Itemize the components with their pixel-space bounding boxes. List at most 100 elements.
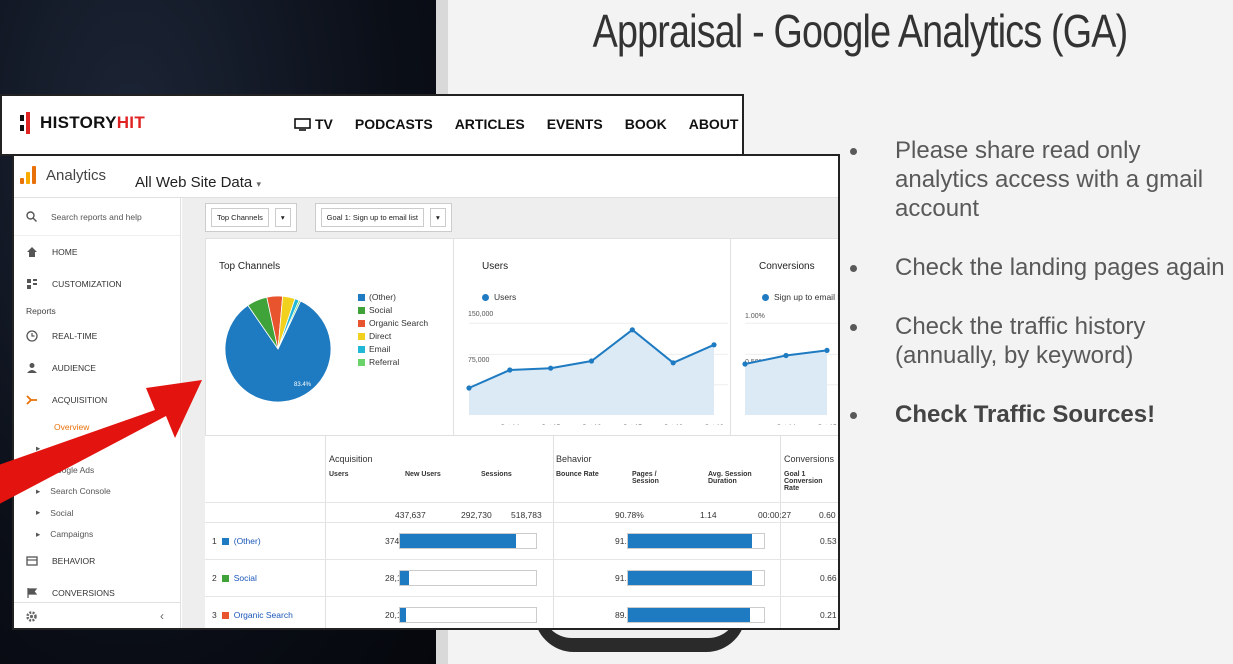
legend-item: Email xyxy=(358,343,428,356)
ga-topbar: Analytics All Web Site Data ▾ xyxy=(14,156,838,198)
filter-goal[interactable]: Goal 1: Sign up to email list ▾ xyxy=(314,203,452,232)
top-channels-legend: (Other) Social Organic Search Direct Email Re… xyxy=(358,291,428,369)
nav-about[interactable]: ABOUT xyxy=(688,116,739,132)
data-point xyxy=(711,342,717,348)
top-channels-pie: 83.4% xyxy=(224,295,332,403)
chevron-down-icon: ▾ xyxy=(256,179,261,189)
header-new-users[interactable]: New Users xyxy=(405,471,441,478)
pie-value-label: 83.4% xyxy=(294,382,312,388)
historyhit-logo[interactable]: HISTORYHIT xyxy=(20,112,145,134)
sidebar-item-customization[interactable]: CUSTOMIZATION xyxy=(14,268,180,300)
x-tick-label: Oct 14 xyxy=(776,424,796,425)
filter-top-channels[interactable]: Top Channels ▾ xyxy=(205,203,297,232)
row-channel[interactable]: 1 (Other) xyxy=(212,536,261,546)
data-point xyxy=(629,327,635,333)
sidebar-item-acquisition[interactable]: ACQUISITION xyxy=(14,384,180,416)
row-users: 28,170 xyxy=(385,573,411,583)
table-row[interactable]: 1(Other) 374,275 91.24% 0.53 xyxy=(205,522,838,559)
row-users: 20,176 xyxy=(385,610,411,620)
chevron-down-icon: ▾ xyxy=(429,208,446,227)
legend-item: Social xyxy=(358,304,428,317)
series-area xyxy=(469,329,714,415)
caret-right-icon: ▸ xyxy=(36,507,41,518)
nav-articles[interactable]: ARTICLES xyxy=(454,116,525,132)
nav-tv[interactable]: TV xyxy=(294,116,333,132)
total-pages: 1.14 xyxy=(700,510,717,520)
bullet-list: Please share read only analytics access … xyxy=(848,136,1230,459)
sidebar-item-audience[interactable]: AUDIENCE xyxy=(14,352,180,384)
behavior-icon xyxy=(26,556,38,566)
sidebar-sub-google-ads[interactable]: ▸ Google Ads xyxy=(36,464,95,475)
chevron-down-icon: ▾ xyxy=(274,208,291,227)
data-point xyxy=(670,360,676,366)
legend-item: Organic Search xyxy=(358,317,428,330)
caret-right-icon: ▸ xyxy=(36,485,41,496)
search-icon xyxy=(26,211,37,222)
data-point xyxy=(548,365,554,371)
caret-right-icon: ▸ xyxy=(36,464,41,475)
nav-podcasts[interactable]: PODCASTS xyxy=(354,116,433,132)
slide-title: Appraisal - Google Analytics (GA) xyxy=(592,5,1129,57)
caret-right-icon: ▸ xyxy=(36,528,41,539)
sidebar-sub-search-console[interactable]: ▸ Search Console xyxy=(36,485,111,497)
bullet-item: Check the traffic history (annually, by … xyxy=(848,312,1230,370)
bounce-bar-fill xyxy=(628,534,753,548)
clock-icon xyxy=(26,330,38,342)
x-tick-label: Oct 15 xyxy=(817,424,837,425)
y-tick-label: 1.00% xyxy=(745,313,765,320)
sidebar-sub-all-traffic[interactable]: ▸ xyxy=(14,438,180,460)
conversions-legend: Sign up to email lis xyxy=(762,292,838,302)
sidebar-sub-campaigns[interactable]: ▸ Campaigns xyxy=(36,528,94,540)
ga-brand[interactable]: Analytics xyxy=(20,166,106,184)
sidebar-sub-social[interactable]: ▸ Social xyxy=(36,507,74,518)
historyhit-header: HISTORYHIT TV PODCASTS ARTICLES EVENTS B… xyxy=(0,94,744,156)
header-sessions[interactable]: Sessions xyxy=(481,471,512,478)
total-sessions: 518,783 xyxy=(511,510,542,520)
ga-sidebar: Search reports and help HOME CUSTOMIZATI… xyxy=(14,198,181,628)
total-conversion: 0.60 xyxy=(819,510,836,520)
group-acquisition: Acquisition xyxy=(329,454,373,464)
users-legend: Users xyxy=(482,292,516,302)
header-bounce-rate[interactable]: Bounce Rate xyxy=(556,471,599,478)
property-selector[interactable]: All Web Site Data ▾ xyxy=(135,174,261,191)
analytics-logo-icon xyxy=(20,166,36,184)
pie-slice xyxy=(224,300,332,403)
y-tick-label: 150,000 xyxy=(468,311,494,318)
sidebar-sub-overview[interactable]: Overview xyxy=(54,421,90,432)
header-avg-duration[interactable]: Avg. Session Duration xyxy=(708,471,752,485)
sidebar-item-conversions[interactable]: CONVERSIONS xyxy=(14,577,180,609)
bounce-bar xyxy=(627,570,765,586)
gear-icon[interactable] xyxy=(25,610,38,623)
total-duration: 00:00:27 xyxy=(758,510,792,520)
users-bar xyxy=(399,570,537,586)
report-filters: Top Channels ▾ Goal 1: Sign up to email l… xyxy=(205,203,452,232)
tv-icon xyxy=(294,117,311,131)
header-pages-session[interactable]: Pages / Session xyxy=(632,471,659,485)
dashboard-icon xyxy=(27,279,37,289)
nav-book[interactable]: BOOK xyxy=(624,116,667,132)
collapse-icon[interactable]: ‹ xyxy=(160,609,164,623)
sidebar-item-realtime[interactable]: REAL-TIME xyxy=(14,320,180,352)
search-reports[interactable]: Search reports and help xyxy=(14,198,180,236)
data-point xyxy=(824,347,830,353)
pie-slice xyxy=(277,299,302,350)
historyhit-logo-icon xyxy=(20,112,32,134)
nav-events[interactable]: EVENTS xyxy=(546,116,603,132)
header-goal-conversion[interactable]: Goal 1 Conversion Rate xyxy=(784,471,823,492)
person-icon xyxy=(27,363,37,373)
row-channel[interactable]: 2 Social xyxy=(212,573,257,583)
legend-item: (Other) xyxy=(358,291,428,304)
x-tick-label: ... xyxy=(742,424,748,425)
series-area xyxy=(745,350,827,415)
data-point xyxy=(783,352,789,359)
bounce-bar-fill xyxy=(628,571,753,585)
data-point xyxy=(466,385,472,391)
sidebar-item-home[interactable]: HOME xyxy=(14,236,180,268)
sidebar-item-behavior[interactable]: BEHAVIOR xyxy=(14,545,180,577)
top-channels-title: Top Channels xyxy=(219,261,281,272)
header-users[interactable]: Users xyxy=(329,471,349,478)
row-channel[interactable]: 3 Organic Search xyxy=(212,610,293,620)
